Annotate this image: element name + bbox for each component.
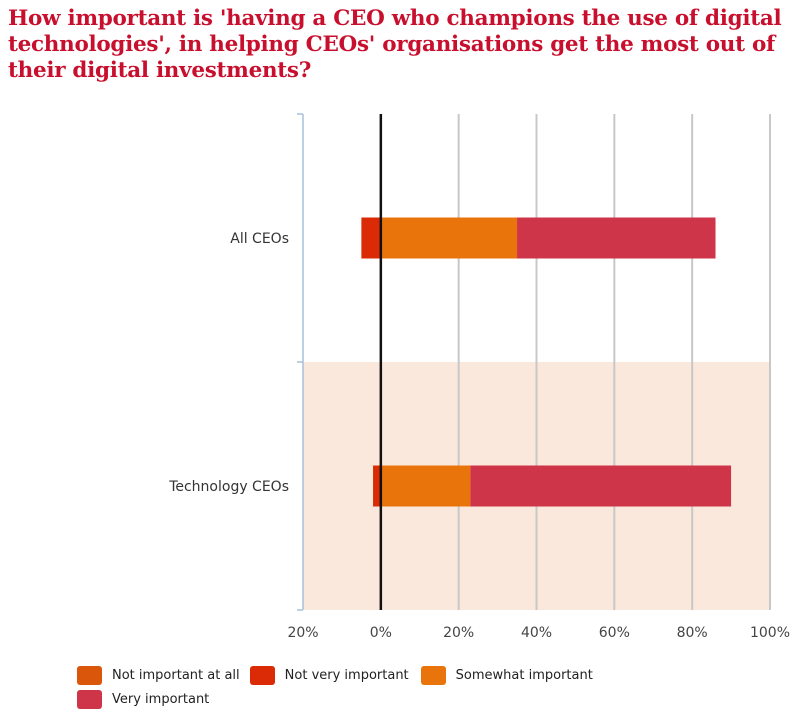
x-tick-label: 80%	[677, 625, 708, 641]
bar-segment-not-very-important	[373, 465, 381, 507]
legend-label: Not important at all	[112, 667, 240, 683]
x-tick-label: 100%	[750, 625, 790, 641]
category-label: Technology CEOs	[168, 479, 289, 495]
legend-item: Not important at all	[77, 663, 240, 687]
legend-item: Somewhat important	[420, 663, 593, 687]
legend-swatch	[77, 665, 102, 685]
bar-segment-somewhat-important	[380, 217, 518, 259]
legend: Not important at all Not very important So…	[77, 663, 757, 711]
legend-item: Very important	[77, 687, 209, 711]
x-tick-label: 40%	[521, 625, 552, 641]
legend-label: Somewhat important	[455, 667, 593, 683]
chart-title: How important is 'having a CEO who champ…	[8, 6, 782, 83]
legend-label: Not very important	[284, 667, 409, 683]
x-tick-label: 20%	[443, 625, 474, 641]
legend-item: Not very important	[249, 663, 409, 687]
legend-swatch	[420, 665, 446, 685]
x-tick-label: 20%	[287, 625, 318, 641]
category-label: All CEOs	[230, 231, 289, 247]
bar-segment-very-important	[470, 465, 732, 507]
x-tick-label: 0%	[370, 625, 392, 641]
legend-label: Very important	[112, 691, 210, 707]
legend-swatch	[249, 665, 275, 685]
x-tick-label: 60%	[599, 625, 630, 641]
bar-segment-not-very-important	[361, 217, 381, 259]
bar-segment-very-important	[517, 217, 716, 259]
legend-swatch	[77, 689, 102, 709]
bar-segment-somewhat-important	[380, 465, 471, 507]
bar-chart: 20% 0% 20% 40% 60% 80% 100% All CEOs Technology …	[168, 113, 790, 641]
